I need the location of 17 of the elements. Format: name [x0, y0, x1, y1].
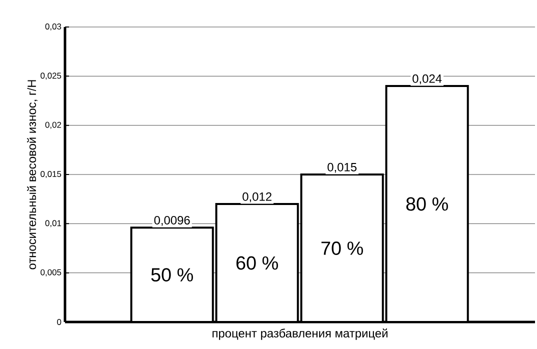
- x-axis-title: процент разбавления матрицей: [212, 328, 388, 340]
- data-label: 0,012: [242, 192, 272, 202]
- y-tick-label: 0: [57, 319, 62, 325]
- y-tick-label: 0,005: [40, 269, 62, 276]
- data-label: 0,024: [412, 74, 442, 84]
- y-axis-title: относительный весовой износ, г/Н: [27, 80, 38, 270]
- data-label: 0,0096: [154, 216, 190, 226]
- x-tick-label: 50 %: [151, 268, 193, 282]
- x-tick-label: 80 %: [406, 197, 448, 211]
- y-tick-label: 0,03: [45, 24, 62, 30]
- y-tick-label: 0,01: [45, 220, 62, 228]
- x-tick-label: 60 %: [236, 256, 278, 270]
- data-label: 0,015: [328, 162, 357, 173]
- y-tick-label: 0,015: [40, 171, 62, 178]
- y-tick-label: 0,02: [45, 122, 62, 129]
- y-tick-label: 0,025: [40, 72, 62, 80]
- x-tick-label: 70 %: [321, 242, 363, 255]
